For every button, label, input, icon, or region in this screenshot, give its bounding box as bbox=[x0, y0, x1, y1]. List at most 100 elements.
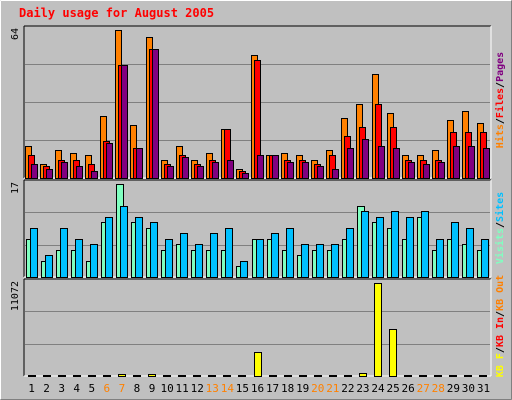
legend-entry: Files bbox=[494, 88, 506, 118]
bar-sites bbox=[346, 228, 354, 278]
day-label: 23 bbox=[356, 382, 369, 395]
bar-sites bbox=[451, 222, 459, 278]
bar-pages bbox=[408, 162, 415, 179]
bar-pages bbox=[272, 155, 279, 179]
bar-pages bbox=[152, 49, 159, 179]
legend-entry: / bbox=[495, 82, 506, 88]
legend-entry: Sites bbox=[494, 192, 506, 222]
legend-entry: Hits bbox=[494, 124, 506, 148]
bar-kb-f bbox=[73, 375, 81, 377]
bar-pages bbox=[453, 146, 460, 179]
legend-entry: KB Out bbox=[495, 275, 506, 311]
bar-sites bbox=[120, 206, 128, 278]
bar-kb-f bbox=[299, 375, 307, 377]
bar-sites bbox=[165, 239, 173, 278]
bar-pages bbox=[317, 166, 324, 179]
y-max-label: 64 bbox=[10, 28, 21, 40]
bar-pages bbox=[423, 164, 430, 179]
bar-pages bbox=[483, 148, 490, 179]
day-label: 7 bbox=[119, 382, 126, 395]
bar-kb-f bbox=[208, 375, 216, 377]
bar-kb-f bbox=[28, 375, 36, 377]
bar-pages bbox=[31, 164, 38, 179]
bar-sites bbox=[225, 228, 233, 278]
day-label: 30 bbox=[462, 382, 475, 395]
bar-kb-f bbox=[163, 375, 171, 377]
day-label: 21 bbox=[326, 382, 339, 395]
bar-pages bbox=[167, 166, 174, 179]
bar-sites bbox=[180, 233, 188, 278]
bar-sites bbox=[406, 217, 414, 278]
bar-pages bbox=[287, 162, 294, 179]
bar-kb-f bbox=[404, 375, 412, 377]
bar-pages bbox=[347, 148, 354, 179]
bar-pages bbox=[76, 166, 83, 179]
bar-kb-f bbox=[344, 375, 352, 377]
legend-entry: KB F bbox=[495, 353, 506, 377]
bar-kb-f bbox=[118, 374, 126, 377]
bar-kb-f bbox=[464, 375, 472, 377]
day-label: 29 bbox=[447, 382, 460, 395]
bar-kb-f bbox=[449, 375, 457, 377]
legend-entry: / bbox=[495, 311, 506, 317]
bar-sites bbox=[240, 261, 248, 278]
bar-sites bbox=[331, 244, 339, 278]
bar-kb-f bbox=[314, 375, 322, 377]
bar-pages bbox=[197, 166, 204, 179]
bar-sites bbox=[105, 217, 113, 278]
bar-kb-f bbox=[254, 352, 262, 377]
legend-entry: / bbox=[495, 347, 506, 353]
bar-sites bbox=[421, 211, 429, 278]
bar-sites bbox=[376, 217, 384, 278]
bar-sites bbox=[286, 228, 294, 278]
bar-kb-f bbox=[88, 375, 96, 377]
bar-kb-f bbox=[329, 375, 337, 377]
bar-sites bbox=[466, 228, 474, 278]
day-label: 18 bbox=[281, 382, 294, 395]
y-max-label: 11072 bbox=[10, 281, 21, 311]
legend-entry: Visits bbox=[494, 228, 506, 264]
bar-pages bbox=[182, 157, 189, 179]
bar-pages bbox=[121, 65, 128, 179]
bar-pages bbox=[302, 162, 309, 179]
day-label: 22 bbox=[341, 382, 354, 395]
bar-kb-f bbox=[223, 375, 231, 377]
bar-pages bbox=[227, 160, 234, 179]
day-label: 5 bbox=[88, 382, 95, 395]
bar-pages bbox=[136, 148, 143, 179]
day-label: 11 bbox=[176, 382, 189, 395]
day-label: 15 bbox=[236, 382, 249, 395]
day-label: 19 bbox=[296, 382, 309, 395]
bar-kb-f bbox=[58, 375, 66, 377]
bar-pages bbox=[242, 173, 249, 179]
bar-sites bbox=[90, 244, 98, 278]
day-label: 28 bbox=[432, 382, 445, 395]
bar-pages bbox=[468, 146, 475, 179]
day-label: 12 bbox=[191, 382, 204, 395]
day-label: 24 bbox=[371, 382, 385, 395]
day-label: 14 bbox=[221, 382, 235, 395]
day-label: 25 bbox=[386, 382, 399, 395]
bar-kb-f bbox=[178, 375, 186, 377]
bar-kb-f bbox=[193, 375, 201, 377]
bar-sites bbox=[271, 233, 279, 278]
bar-sites bbox=[30, 228, 38, 278]
day-label: 27 bbox=[417, 382, 430, 395]
bar-sites bbox=[135, 217, 143, 278]
bar-sites bbox=[301, 244, 309, 278]
legend-entry: / bbox=[495, 118, 506, 124]
bar-sites bbox=[75, 239, 83, 278]
bar-sites bbox=[481, 239, 489, 278]
bar-pages bbox=[378, 146, 385, 179]
bar-kb-f bbox=[284, 375, 292, 377]
bar-pages bbox=[91, 171, 98, 179]
bar-kb-f bbox=[419, 375, 427, 377]
bar-sites bbox=[150, 222, 158, 278]
bar-kb-f bbox=[479, 375, 487, 377]
bar-sites bbox=[361, 211, 369, 278]
bar-kb-f bbox=[359, 373, 367, 377]
day-label: 9 bbox=[149, 382, 156, 395]
day-label: 1 bbox=[28, 382, 35, 395]
